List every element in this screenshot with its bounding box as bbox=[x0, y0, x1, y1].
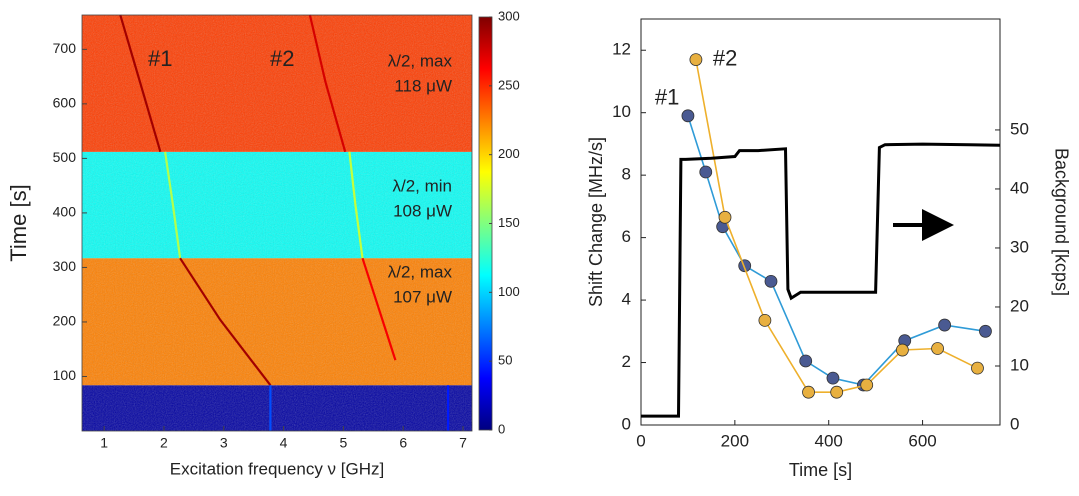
x-tick-label: 600 bbox=[908, 431, 936, 450]
y-tick-label: 10 bbox=[612, 102, 631, 121]
y-tick-label: 0 bbox=[622, 414, 631, 433]
series-marker bbox=[826, 371, 840, 385]
colorbar-tick-label: 50 bbox=[498, 353, 512, 368]
series-marker bbox=[895, 343, 909, 357]
y-tick-label: 8 bbox=[622, 165, 631, 184]
x-tick-label: 400 bbox=[815, 431, 843, 450]
heatmap-trace bbox=[179, 257, 272, 386]
annotation: 107 μW bbox=[393, 287, 452, 306]
y-tick-label: 12 bbox=[612, 40, 631, 59]
annotation: 118 μW bbox=[394, 76, 452, 95]
colorbar-tick-label: 250 bbox=[498, 77, 520, 92]
x-tick-label: 1 bbox=[100, 435, 108, 451]
series-marker bbox=[938, 318, 952, 332]
series-marker bbox=[681, 109, 695, 123]
annotation: 108 μW bbox=[393, 201, 452, 220]
colorbar-tick-label: 200 bbox=[498, 146, 520, 161]
series-marker bbox=[931, 342, 944, 355]
annotation: λ/2, max bbox=[388, 262, 453, 281]
x-tick-label: 3 bbox=[220, 435, 228, 451]
y2-tick-label: 0 bbox=[1010, 414, 1019, 433]
colorbar-tick-label: 100 bbox=[498, 284, 520, 299]
series-marker bbox=[758, 313, 772, 327]
y-tick-label: 400 bbox=[53, 204, 77, 220]
y2-tick-label: 40 bbox=[1010, 178, 1029, 197]
heatmap-trace bbox=[164, 151, 182, 259]
x-tick-label: 6 bbox=[399, 435, 407, 451]
y-tick-label: 2 bbox=[622, 352, 631, 371]
series-marker bbox=[802, 385, 815, 399]
series-marker bbox=[979, 324, 992, 338]
series-marker bbox=[738, 259, 752, 273]
series-marker bbox=[699, 165, 713, 179]
x-tick-label: 200 bbox=[721, 431, 749, 450]
x-tick-label: 5 bbox=[339, 435, 347, 451]
y-tick-label: 6 bbox=[622, 227, 631, 246]
heatmap-trace bbox=[119, 14, 162, 153]
x-tick-label: 7 bbox=[459, 435, 467, 451]
heatmap bbox=[82, 14, 472, 431]
y-tick-label: 200 bbox=[53, 313, 77, 329]
series-marker bbox=[764, 274, 778, 288]
series-marker bbox=[860, 378, 874, 392]
y-tick-label: 100 bbox=[53, 367, 77, 383]
heatmap-trace bbox=[361, 257, 397, 361]
series-label: #1 bbox=[655, 85, 679, 110]
annotation: λ/2, min bbox=[392, 176, 452, 195]
series-marker bbox=[799, 354, 813, 368]
annotation: #1 bbox=[148, 46, 172, 71]
y-axis-label: Shift Change [MHz/s] bbox=[586, 137, 606, 307]
x-tick-label: 4 bbox=[280, 435, 288, 451]
series-marker bbox=[830, 385, 844, 399]
colorbar-tick-label: 300 bbox=[498, 8, 520, 23]
y-axis-label: Time [s] bbox=[6, 184, 31, 261]
series-label: #2 bbox=[713, 45, 737, 70]
plot-frame bbox=[81, 14, 473, 432]
x-tick-label: 0 bbox=[636, 431, 645, 450]
x-axis-label: Time [s] bbox=[789, 460, 852, 480]
colorbar-tick-label: 0 bbox=[498, 421, 505, 436]
y-tick-label: 300 bbox=[53, 258, 77, 274]
x-tick-label: 2 bbox=[160, 435, 168, 451]
colorbar-tick-label: 150 bbox=[498, 215, 520, 230]
heatmap-band-noise bbox=[82, 385, 472, 431]
series-marker bbox=[718, 210, 732, 224]
y2-axis-label: Background [kcps] bbox=[1051, 148, 1071, 296]
series-marker bbox=[971, 361, 984, 375]
y2-tick-label: 30 bbox=[1010, 237, 1029, 256]
heatmap-band-noise bbox=[82, 151, 472, 259]
heatmap-trace bbox=[308, 14, 347, 153]
heatmap-trace bbox=[348, 151, 364, 259]
y2-tick-label: 10 bbox=[1010, 355, 1029, 374]
heatmap-band-noise bbox=[82, 258, 472, 386]
series-line bbox=[641, 142, 1001, 418]
y2-tick-label: 20 bbox=[1010, 296, 1029, 315]
y-tick-label: 500 bbox=[53, 149, 77, 165]
heatmap-band-noise bbox=[82, 15, 472, 152]
y-tick-label: 4 bbox=[622, 290, 631, 309]
annotation: λ/2, max bbox=[388, 51, 453, 70]
annotation: #2 bbox=[270, 46, 294, 71]
x-axis-label: Excitation frequency ν [GHz] bbox=[170, 459, 384, 478]
plot-frame bbox=[640, 18, 1001, 426]
y2-tick-label: 50 bbox=[1010, 119, 1029, 138]
y-tick-label: 700 bbox=[53, 40, 77, 56]
y-tick-label: 600 bbox=[53, 95, 77, 111]
series-marker bbox=[689, 53, 703, 66]
